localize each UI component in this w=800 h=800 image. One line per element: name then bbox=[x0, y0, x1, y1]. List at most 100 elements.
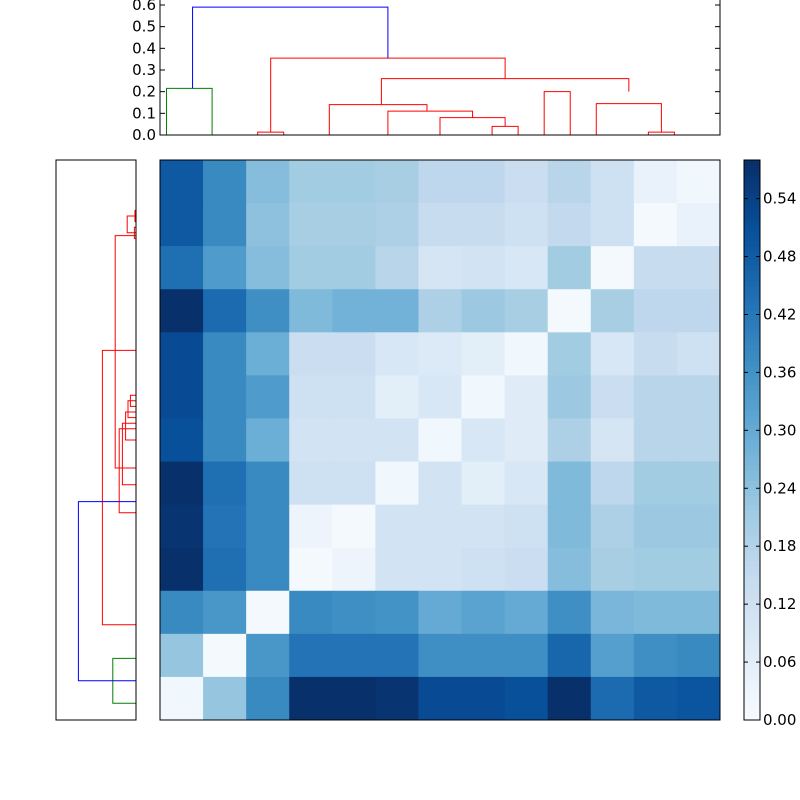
colorbar-step bbox=[744, 450, 760, 456]
colorbar-step bbox=[744, 665, 760, 671]
colorbar-step bbox=[744, 520, 760, 526]
heatmap-cell bbox=[160, 289, 204, 333]
heatmap-cell bbox=[246, 547, 290, 592]
heatmap-cell bbox=[332, 461, 376, 506]
colorbar-step bbox=[744, 245, 760, 251]
heatmap-cell bbox=[590, 633, 635, 678]
colorbar-step bbox=[744, 630, 760, 636]
heatmap-cell bbox=[633, 547, 678, 592]
heatmap-cell bbox=[547, 203, 592, 247]
heatmap-cell bbox=[332, 633, 376, 678]
colorbar-step bbox=[744, 380, 760, 386]
colorbar-step bbox=[744, 600, 760, 606]
top-dendrogram-tick-label: 0.5 bbox=[132, 18, 156, 36]
heatmap-cell bbox=[418, 633, 463, 678]
heatmap-cell bbox=[676, 461, 721, 506]
colorbar-tick-label: 0.30 bbox=[763, 421, 796, 439]
colorbar-step bbox=[744, 320, 760, 326]
heatmap-cell bbox=[590, 246, 635, 290]
colorbar-step bbox=[744, 255, 760, 261]
left-dendrogram-link bbox=[101, 349, 136, 626]
heatmap-cell bbox=[203, 418, 247, 463]
heatmap-cell bbox=[375, 633, 419, 678]
heatmap-cell bbox=[160, 203, 204, 247]
left-dendrogram-frame bbox=[55, 159, 137, 721]
colorbar-step bbox=[744, 475, 760, 481]
colorbar-step bbox=[744, 685, 760, 691]
colorbar-step bbox=[744, 595, 760, 601]
heatmap-cell bbox=[590, 461, 635, 506]
top-dendrogram-link bbox=[192, 6, 389, 89]
heatmap-cell bbox=[461, 246, 506, 290]
colorbar-step bbox=[744, 610, 760, 616]
colorbar-step bbox=[744, 690, 760, 696]
heatmap-cell bbox=[246, 203, 290, 247]
heatmap-cell bbox=[246, 332, 290, 376]
heatmap-cell bbox=[375, 332, 419, 376]
heatmap-cell bbox=[289, 332, 333, 376]
colorbar-tick-label: 0.12 bbox=[763, 595, 796, 613]
colorbar-step bbox=[744, 200, 760, 206]
heatmap-cell bbox=[504, 633, 549, 678]
heatmap-cell bbox=[504, 289, 549, 333]
colorbar-step bbox=[744, 440, 760, 446]
colorbar-step bbox=[744, 505, 760, 511]
colorbar-step bbox=[744, 670, 760, 676]
heatmap-cell bbox=[504, 160, 549, 204]
heatmap-cell bbox=[332, 246, 376, 290]
colorbar-step bbox=[744, 400, 760, 406]
heatmap-cell bbox=[332, 676, 376, 721]
colorbar-step bbox=[744, 275, 760, 281]
heatmap-cell bbox=[633, 418, 678, 463]
top-dendrogram-link bbox=[328, 104, 428, 135]
heatmap-cell bbox=[375, 504, 419, 549]
colorbar-step bbox=[744, 575, 760, 581]
heatmap-cell bbox=[375, 547, 419, 592]
colorbar-step bbox=[744, 205, 760, 211]
heatmap-cell bbox=[547, 461, 592, 506]
heatmap-cell bbox=[203, 289, 247, 333]
colorbar-step bbox=[744, 220, 760, 226]
colorbar: 0.00 0.06 0.12 0.18 0.24 0.30 0.36 0.42 0.48 0.54 bbox=[743, 159, 796, 729]
heatmap-cell bbox=[590, 547, 635, 592]
heatmap-cell bbox=[160, 504, 204, 549]
colorbar-step bbox=[744, 645, 760, 651]
heatmap-cell bbox=[289, 633, 333, 678]
left-dendrogram-link bbox=[127, 400, 136, 419]
colorbar-step bbox=[744, 675, 760, 681]
heatmap-cell bbox=[676, 246, 721, 290]
heatmap-cell bbox=[676, 375, 721, 419]
heatmap-cell bbox=[418, 203, 463, 247]
heatmap-cell bbox=[547, 418, 592, 463]
colorbar-step bbox=[744, 315, 760, 321]
heatmap-cell bbox=[203, 375, 247, 419]
heatmap-cell bbox=[418, 504, 463, 549]
heatmap-cell bbox=[289, 246, 333, 290]
heatmap-cell bbox=[547, 375, 592, 419]
heatmap-cell bbox=[504, 676, 549, 721]
colorbar-step bbox=[744, 470, 760, 476]
heatmap-cell bbox=[633, 676, 678, 721]
top-dendrogram-tick-label: 0.2 bbox=[132, 83, 156, 101]
top-dendrogram-tick-label: 0.1 bbox=[132, 104, 156, 122]
heatmap-cell bbox=[289, 375, 333, 419]
heatmap-cell bbox=[289, 289, 333, 333]
colorbar-step bbox=[744, 240, 760, 246]
colorbar-step bbox=[744, 570, 760, 576]
left-dendrogram-link bbox=[121, 422, 136, 486]
heatmap-cell bbox=[418, 461, 463, 506]
heatmap-cell bbox=[375, 160, 419, 204]
heatmap-cell bbox=[289, 590, 333, 635]
heatmap-cell bbox=[160, 418, 204, 463]
heatmap-cell bbox=[461, 332, 506, 376]
heatmap-cell bbox=[160, 633, 204, 678]
colorbar-step bbox=[744, 335, 760, 341]
heatmap-cell bbox=[461, 504, 506, 549]
colorbar-step bbox=[744, 385, 760, 391]
colorbar-step bbox=[744, 305, 760, 311]
top-dendrogram-link bbox=[166, 87, 213, 135]
colorbar-step bbox=[744, 340, 760, 346]
heatmap-cell bbox=[461, 633, 506, 678]
heatmap-cell bbox=[203, 203, 247, 247]
colorbar-step bbox=[744, 330, 760, 336]
